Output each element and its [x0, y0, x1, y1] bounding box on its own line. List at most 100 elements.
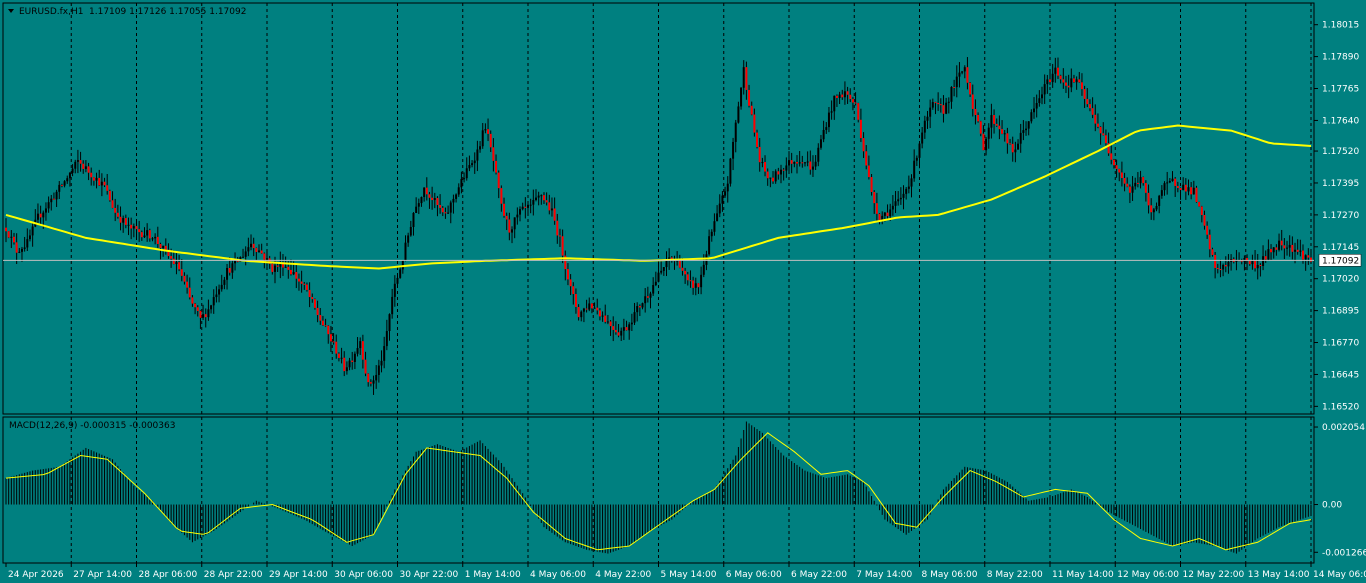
candle-body	[793, 162, 796, 164]
candle-body	[1270, 249, 1273, 253]
candle-body	[806, 161, 809, 163]
candle-body	[923, 120, 926, 133]
candle-body	[276, 265, 279, 267]
candle-body	[492, 147, 495, 161]
candle-body	[969, 82, 972, 95]
candle-body	[66, 178, 69, 182]
candle-body	[862, 138, 865, 152]
candle-body	[42, 212, 45, 218]
candle-body	[801, 162, 804, 164]
y-tick-label: 1.17640	[1322, 116, 1359, 126]
candle-body	[1126, 183, 1129, 187]
candle-body	[788, 160, 790, 166]
candle-body	[1176, 185, 1179, 189]
candle-body	[1288, 244, 1291, 248]
candle-body	[878, 213, 881, 221]
candle-body	[423, 187, 426, 198]
candle-body	[1070, 78, 1073, 88]
candle-body	[606, 321, 609, 323]
candle-body	[143, 235, 146, 238]
candle-body	[266, 258, 268, 260]
candle-body	[1168, 180, 1171, 183]
y-tick-label: 1.17520	[1322, 147, 1359, 157]
candle-body	[1046, 79, 1049, 85]
macd-panel[interactable]: 0.002054 0.00 -0.001266 MACD(12,26,9) -0.0…	[2, 416, 1366, 564]
candle-body	[548, 202, 551, 211]
candle-body	[481, 130, 484, 147]
candle-body	[572, 286, 575, 295]
candle-body	[835, 95, 838, 98]
y-tick-label: 1.17270	[1322, 211, 1359, 221]
candle-body	[388, 314, 391, 332]
candle-body	[28, 235, 31, 240]
candle-body	[1155, 205, 1158, 210]
candle-body	[284, 266, 287, 268]
candle-body	[1017, 143, 1020, 150]
candle-body	[713, 221, 716, 232]
current-price-label: 1.17092	[1322, 256, 1359, 266]
candle-body	[662, 267, 665, 271]
candle-body	[529, 204, 532, 206]
candle-body	[186, 281, 189, 288]
candle-body	[84, 166, 87, 169]
candle-body	[1078, 79, 1081, 83]
candle-body	[247, 247, 250, 252]
macd-axis-ticks: 0.002054 0.00 -0.001266	[1314, 423, 1366, 558]
x-tick-label: 28 Apr 06:00	[139, 570, 198, 580]
candle-body	[1174, 178, 1177, 186]
candle-body	[503, 203, 506, 216]
candle-body	[1131, 186, 1134, 193]
candle-body	[95, 177, 98, 181]
candle-body	[724, 191, 727, 196]
candle-body	[553, 208, 556, 221]
candle-body	[947, 101, 950, 103]
candle-body	[558, 235, 561, 237]
candle-body	[295, 272, 298, 279]
candle-body	[457, 187, 460, 195]
candle-body	[649, 293, 652, 298]
candle-body	[167, 249, 170, 257]
candle-body	[1150, 205, 1153, 213]
candle-body	[564, 255, 567, 270]
candle-body	[404, 242, 407, 261]
candle-body	[226, 267, 229, 280]
candle-body	[519, 209, 522, 215]
candle-body	[516, 214, 519, 218]
candle-body	[910, 178, 913, 187]
candle-body	[183, 275, 186, 282]
x-tick-label: 7 May 14:00	[856, 570, 912, 580]
candle-body	[449, 202, 452, 213]
candle-body	[732, 141, 735, 159]
candle-body	[803, 162, 806, 164]
candle-body	[90, 172, 93, 178]
y-tick-label: 0.00	[1322, 501, 1342, 511]
candle-body	[830, 111, 833, 113]
candle-body	[532, 199, 535, 205]
candle-body	[955, 76, 958, 88]
candle-body	[497, 172, 500, 189]
candle-body	[790, 160, 793, 164]
candle-body	[1091, 108, 1094, 115]
candle-body	[164, 245, 167, 250]
candle-body	[1038, 98, 1041, 103]
candle-body	[566, 269, 569, 280]
candle-body	[271, 263, 274, 272]
candle-body	[638, 305, 641, 308]
candle-body	[146, 230, 149, 236]
candle-body	[108, 190, 111, 201]
candle-body	[561, 236, 564, 256]
symbol-dropdown-icon[interactable]	[8, 9, 14, 13]
candle-body	[396, 277, 399, 284]
candle-body	[622, 327, 625, 331]
candle-body	[1072, 78, 1075, 83]
candle-body	[1198, 202, 1201, 207]
candle-body	[545, 200, 548, 203]
candle-body	[300, 281, 303, 284]
price-panel[interactable]: 1.18015 1.17890 1.17765 1.17640 1.17520 1.173…	[2, 2, 1362, 415]
candle-body	[170, 256, 173, 259]
candle-body	[114, 207, 117, 213]
y-tick-label: 1.17395	[1322, 179, 1359, 189]
candle-body	[782, 169, 785, 171]
candle-body	[633, 312, 636, 323]
